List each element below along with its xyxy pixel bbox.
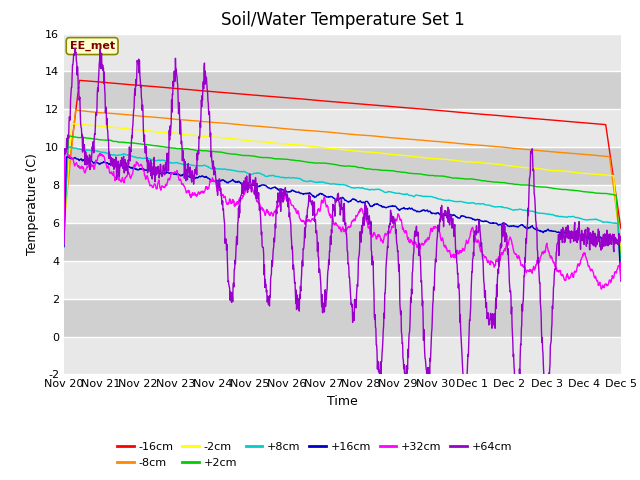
Bar (64, 299, 621, 336)
Bar (64, 336, 621, 374)
Bar (64, 147, 621, 185)
Bar (64, 109, 621, 147)
Bar (64, 223, 621, 261)
Y-axis label: Temperature (C): Temperature (C) (26, 153, 40, 255)
Bar (64, 261, 621, 299)
Bar (64, 185, 621, 223)
X-axis label: Time: Time (327, 395, 358, 408)
Bar (64, 72, 621, 109)
Legend: -16cm, -8cm, -2cm, +2cm, +8cm, +16cm, +32cm, +64cm: -16cm, -8cm, -2cm, +2cm, +8cm, +16cm, +3… (113, 438, 516, 472)
Title: Soil/Water Temperature Set 1: Soil/Water Temperature Set 1 (221, 11, 464, 29)
Text: EE_met: EE_met (70, 41, 115, 51)
Bar (64, 34, 621, 72)
